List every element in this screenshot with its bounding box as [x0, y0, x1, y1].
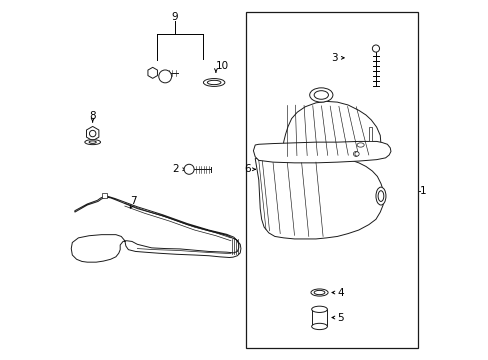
Bar — [311, 309, 326, 327]
Ellipse shape — [377, 191, 383, 202]
Polygon shape — [71, 196, 241, 262]
Ellipse shape — [311, 323, 326, 330]
Text: 2: 2 — [171, 164, 178, 174]
Circle shape — [184, 164, 194, 174]
Ellipse shape — [203, 78, 224, 86]
Circle shape — [89, 130, 96, 137]
Circle shape — [353, 152, 358, 157]
Text: 7: 7 — [130, 197, 137, 206]
Ellipse shape — [356, 143, 364, 147]
Text: 4: 4 — [337, 288, 343, 297]
Ellipse shape — [311, 306, 326, 312]
Ellipse shape — [375, 187, 385, 205]
Ellipse shape — [313, 91, 328, 99]
Bar — [368, 127, 372, 141]
Polygon shape — [86, 126, 99, 141]
Polygon shape — [258, 102, 380, 159]
Bar — [102, 193, 107, 198]
Polygon shape — [253, 141, 390, 163]
Ellipse shape — [89, 141, 96, 143]
Text: 8: 8 — [89, 111, 96, 121]
Bar — [246, 12, 417, 348]
Circle shape — [354, 152, 358, 156]
Polygon shape — [148, 67, 157, 78]
Text: 6: 6 — [244, 164, 250, 174]
Text: 10: 10 — [216, 61, 228, 71]
Ellipse shape — [309, 88, 332, 102]
Polygon shape — [255, 158, 383, 239]
Text: 1: 1 — [419, 186, 426, 196]
Ellipse shape — [84, 140, 101, 145]
Text: 5: 5 — [337, 312, 343, 323]
Circle shape — [159, 70, 171, 83]
Text: 3: 3 — [330, 53, 337, 63]
Ellipse shape — [313, 291, 324, 295]
Ellipse shape — [207, 80, 221, 85]
Ellipse shape — [310, 289, 327, 296]
Circle shape — [372, 45, 379, 52]
Text: 9: 9 — [171, 13, 178, 22]
